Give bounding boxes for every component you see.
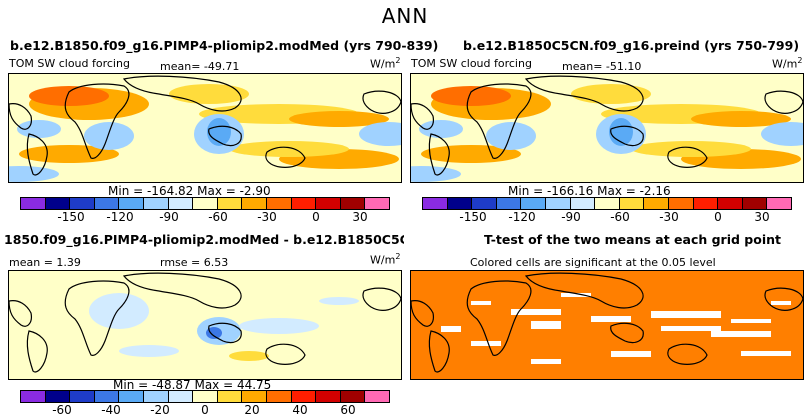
panel2-colorbar [422,197,792,210]
panel2-tick: -30 [659,210,679,224]
panel1-mean: mean= -49.71 [160,60,240,73]
panel2-tick: 30 [754,210,770,224]
panel3-rmse: rmse = 6.53 [160,256,229,269]
panel3-tick: 60 [340,403,356,417]
panel3-tick: -40 [101,403,121,417]
panel1-map-svg [9,74,401,182]
panel3-map [8,270,402,380]
panel1-stats: Min = -164.82 Max = -2.90 [108,184,271,198]
panel1-units: W/m2 [370,56,401,71]
panel2-map [410,73,804,183]
panel2-tick: -60 [610,210,630,224]
panel1-tick: -120 [106,210,134,224]
panel1-tick: -60 [208,210,228,224]
panel2-tick: -90 [561,210,581,224]
panel3-colorbar [20,390,390,403]
panel1-tick: -90 [159,210,179,224]
panel2-map-svg [411,74,803,182]
panel1-colorbar [20,197,390,210]
panel3-units: W/m2 [370,252,401,267]
panel3-map-svg [9,271,401,379]
panel2-mean: mean= -51.10 [562,60,642,73]
panel4-title: T-test of the two means at each grid poi… [484,232,781,247]
panel4-map-svg [411,271,803,379]
figure-title: ANN [381,4,429,28]
panel3-stats: Min = -48.87 Max = 44.75 [113,378,272,392]
panel1-tick: -150 [57,210,85,224]
panel1-var-label: TOM SW cloud forcing [9,57,130,70]
panel3-tick: 40 [292,403,308,417]
panel3-tick: 20 [244,403,260,417]
panel3-mean: mean = 1.39 [9,256,81,269]
panel2-units: W/m2 [772,56,803,71]
panel1-tick: 0 [312,210,320,224]
panel4-map [410,270,804,380]
panel3-tick: -20 [150,403,170,417]
panel3-tick: 0 [201,403,209,417]
panel1-map [8,73,402,183]
panel2-tick: -120 [508,210,536,224]
panel1-tick: -30 [257,210,277,224]
panel2-title: b.e12.B1850C5CN.f09_g16.preind (yrs 750-… [463,38,800,53]
panel1-title: b.e12.B1850.f09_g16.PIMP4-pliomip2.modMe… [10,38,439,53]
panel2-tick: 0 [714,210,722,224]
panel4-subtitle: Colored cells are significant at the 0.0… [470,256,716,269]
panel1-tick: 30 [352,210,368,224]
panel2-stats: Min = -166.16 Max = -2.16 [508,184,671,198]
panel2-tick: -150 [459,210,487,224]
panel2-var-label: TOM SW cloud forcing [411,57,532,70]
panel3-tick: -60 [52,403,72,417]
panel3-title: 1850.f09_g16.PIMP4-pliomip2.modMed - b.e… [4,232,404,247]
